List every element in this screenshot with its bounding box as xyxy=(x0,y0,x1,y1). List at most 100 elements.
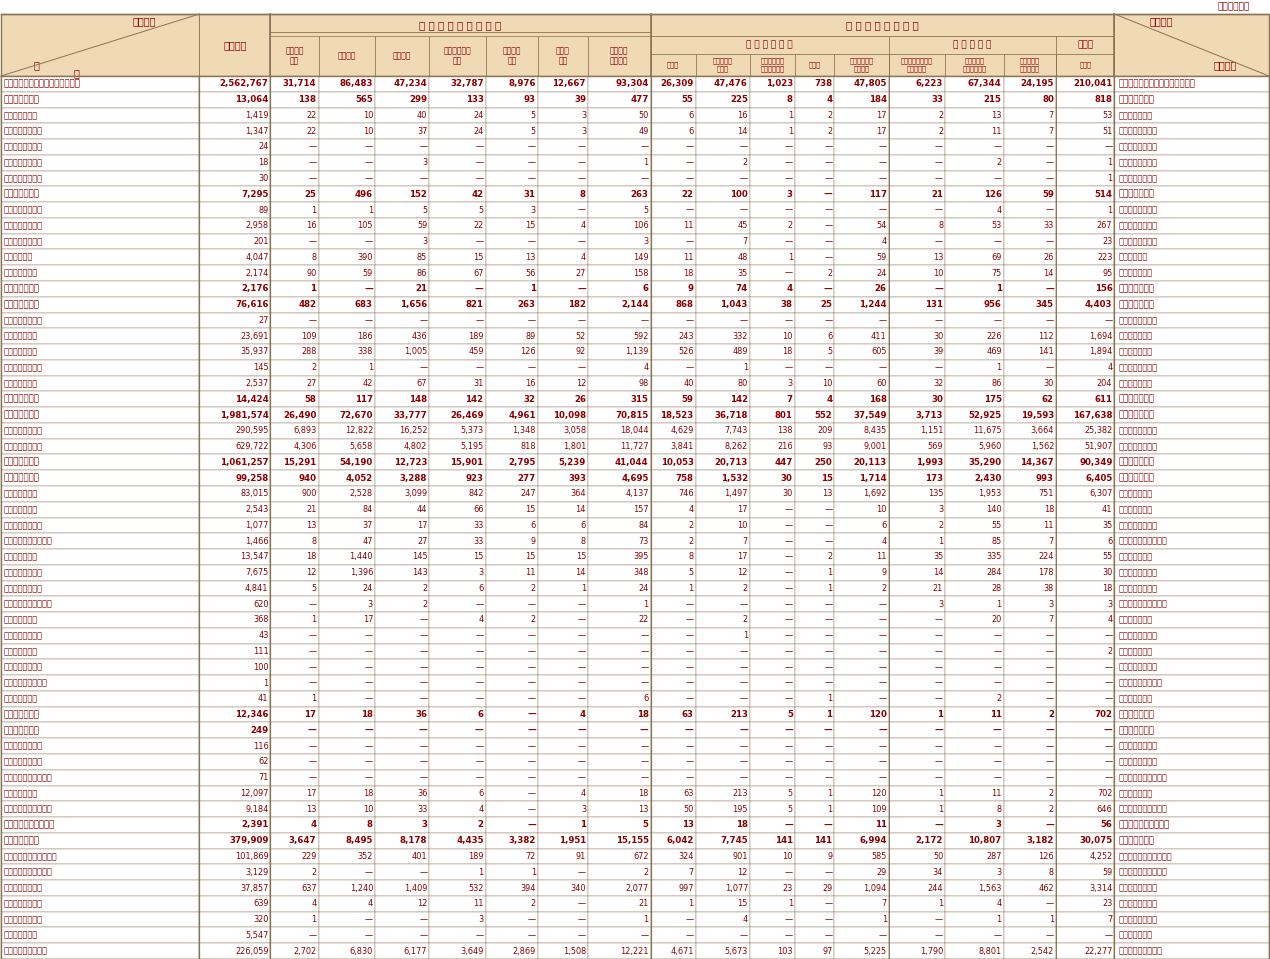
Text: 284: 284 xyxy=(987,568,1002,577)
Bar xyxy=(834,423,889,438)
Text: 強　盗　強　姦: 強 盗 強 姦 xyxy=(1119,237,1157,246)
Bar xyxy=(271,643,319,660)
Bar xyxy=(429,580,485,596)
Text: —: — xyxy=(785,568,792,577)
Bar xyxy=(945,580,1003,596)
Bar xyxy=(1,281,199,296)
Bar xyxy=(1114,139,1269,154)
Text: —: — xyxy=(527,821,536,830)
Text: —: — xyxy=(785,158,792,167)
Bar xyxy=(1114,675,1269,690)
Text: 31,714: 31,714 xyxy=(283,80,316,88)
Text: —: — xyxy=(1105,663,1113,672)
Text: —: — xyxy=(364,741,373,751)
Bar xyxy=(375,234,429,249)
Text: 5,225: 5,225 xyxy=(864,947,886,955)
Text: わ　い　せ　つ: わ い せ つ xyxy=(4,789,38,798)
Text: 401: 401 xyxy=(411,852,427,861)
Text: 33: 33 xyxy=(931,95,944,105)
Bar xyxy=(945,817,1003,832)
Bar xyxy=(1,565,1269,580)
Bar xyxy=(749,486,795,502)
Text: 223: 223 xyxy=(1097,253,1113,262)
Bar xyxy=(749,234,795,249)
Text: 4,961: 4,961 xyxy=(508,410,536,419)
Text: 自　殺　関　与: 自 殺 関 与 xyxy=(4,174,43,183)
Bar xyxy=(1,643,199,660)
Bar xyxy=(485,643,538,660)
Text: うち）盗品等: うち）盗品等 xyxy=(4,931,38,940)
Bar xyxy=(538,722,588,738)
Text: 109: 109 xyxy=(871,805,886,813)
Text: 2: 2 xyxy=(311,868,316,877)
Bar xyxy=(1,391,1269,408)
Bar xyxy=(1,832,199,849)
Bar xyxy=(889,502,945,518)
Text: 事務職: 事務職 xyxy=(1077,40,1093,50)
Bar xyxy=(1,785,1269,802)
Bar xyxy=(749,438,795,455)
Text: 2: 2 xyxy=(939,111,944,120)
Text: 3: 3 xyxy=(479,568,484,577)
Text: —: — xyxy=(935,616,944,624)
Text: 746: 746 xyxy=(678,489,693,499)
Text: 11,675: 11,675 xyxy=(973,427,1002,435)
Text: 224: 224 xyxy=(1039,552,1054,561)
Text: 8,262: 8,262 xyxy=(725,442,748,451)
Text: 12,667: 12,667 xyxy=(552,80,585,88)
Text: 116: 116 xyxy=(253,741,268,751)
Text: —: — xyxy=(1045,663,1054,672)
Bar xyxy=(749,107,795,124)
Text: —: — xyxy=(739,726,748,735)
Text: 1,563: 1,563 xyxy=(978,883,1002,893)
Bar xyxy=(650,864,696,880)
Bar xyxy=(538,470,588,486)
Text: 620: 620 xyxy=(253,599,268,609)
Bar xyxy=(650,722,696,738)
Text: 3,841: 3,841 xyxy=(671,442,693,451)
Bar xyxy=(1,802,1269,817)
Bar xyxy=(834,249,889,266)
Bar xyxy=(696,785,749,802)
Text: 8: 8 xyxy=(997,805,1002,813)
Bar xyxy=(375,849,429,864)
Bar xyxy=(945,533,1003,550)
Text: うち）公務執行妨害: うち）公務執行妨害 xyxy=(1119,868,1167,877)
Text: —: — xyxy=(824,285,833,293)
Bar xyxy=(650,817,696,832)
Bar xyxy=(889,249,945,266)
Text: 5,547: 5,547 xyxy=(245,931,268,940)
Bar xyxy=(945,832,1003,849)
Text: 12: 12 xyxy=(575,379,585,388)
Bar xyxy=(199,124,271,139)
Text: —: — xyxy=(640,647,649,656)
Text: 2: 2 xyxy=(997,158,1002,167)
Bar xyxy=(538,486,588,502)
Bar xyxy=(1003,281,1055,296)
Text: 49: 49 xyxy=(639,127,649,135)
Bar xyxy=(696,139,749,154)
Text: 101,869: 101,869 xyxy=(235,852,268,861)
Text: 14: 14 xyxy=(575,505,585,514)
Text: うち）暗取誘拐: うち）暗取誘拐 xyxy=(4,915,43,924)
Text: 罪: 罪 xyxy=(34,60,39,70)
Bar xyxy=(795,944,834,959)
Text: —: — xyxy=(935,694,944,703)
Bar xyxy=(795,817,834,832)
Bar xyxy=(1114,376,1269,391)
Text: 6: 6 xyxy=(479,584,484,593)
Bar xyxy=(834,218,889,234)
Text: —: — xyxy=(475,237,484,246)
Bar xyxy=(1055,628,1114,643)
Text: 3,129: 3,129 xyxy=(245,868,268,877)
Text: 225: 225 xyxy=(730,95,748,105)
Text: 229: 229 xyxy=(301,852,316,861)
Text: 10: 10 xyxy=(876,505,886,514)
Text: —: — xyxy=(309,758,316,766)
Bar xyxy=(696,313,749,328)
Bar xyxy=(795,234,834,249)
Text: 213: 213 xyxy=(730,710,748,719)
Text: 290,595: 290,595 xyxy=(235,427,268,435)
Bar xyxy=(650,313,696,328)
Text: 900: 900 xyxy=(301,489,316,499)
